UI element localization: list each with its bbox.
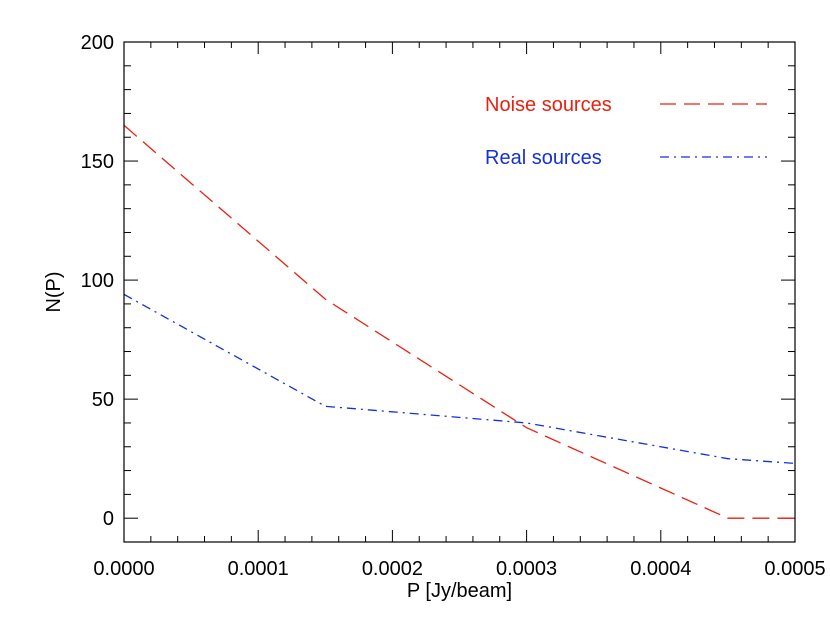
- x-tick-label: 0.0002: [362, 558, 423, 580]
- x-tick-label: 0.0003: [496, 558, 557, 580]
- x-tick-label: 0.0000: [93, 558, 154, 580]
- y-tick-label: 150: [81, 151, 114, 173]
- tick-labels: 0.0000 0.0001 0.0002 0.0003 0.0004 0.0005 0 50 1…: [81, 32, 826, 580]
- series-line-1: [123, 124, 795, 519]
- series-line-2: [123, 293, 796, 465]
- y-tick-label: 50: [92, 389, 114, 411]
- plot-frame: [123, 41, 796, 543]
- x-tick-label: 0.0001: [228, 558, 289, 580]
- legend-label: Noise sources: [485, 94, 612, 116]
- y-tick-label: 200: [81, 32, 114, 54]
- x-tick-label: 0.0005: [764, 558, 825, 580]
- legend: Noise sources Real sources: [485, 94, 767, 169]
- y-axis-title: N(P): [43, 271, 65, 312]
- y-tick-label: 0: [103, 508, 114, 530]
- x-tick-label: 0.0004: [630, 558, 691, 580]
- x-axis-title: P [Jy/beam]: [407, 580, 512, 602]
- plot-series: [123, 124, 796, 519]
- y-tick-label: 100: [81, 270, 114, 292]
- legend-label: Real sources: [485, 147, 602, 169]
